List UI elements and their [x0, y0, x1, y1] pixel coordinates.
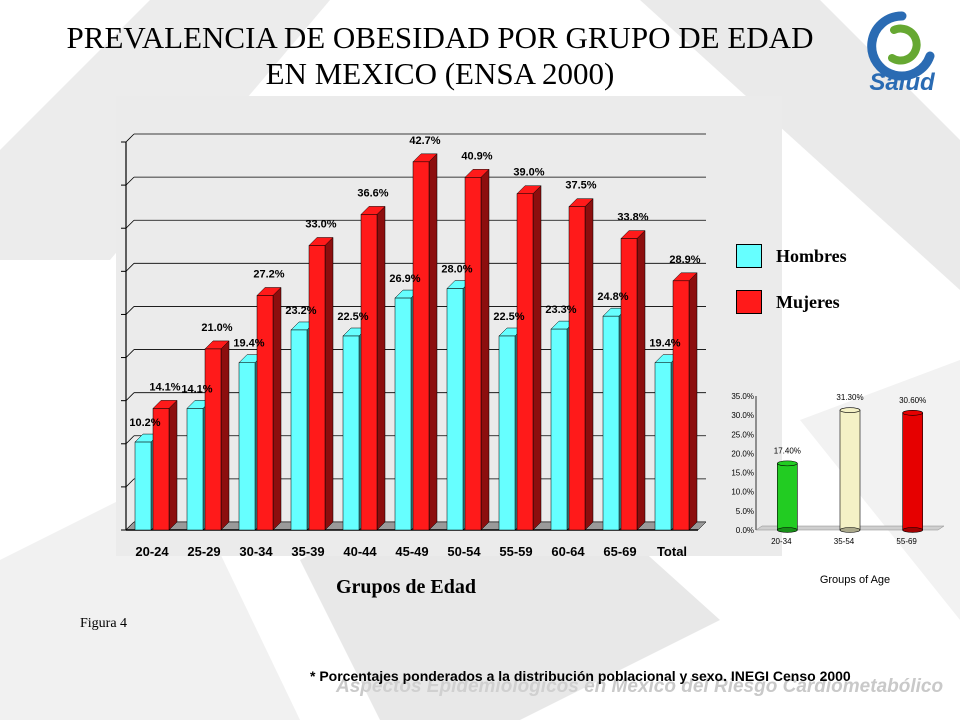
data-label-hombres-40-44: 22.5% — [337, 311, 368, 323]
inset-bar-chart: 0.0% 5.0% 10.0% 15.0% 20.0% 25.0% 30.0% 35.0% 17… — [731, 392, 945, 546]
bar-mujeres-55-59 — [516, 185, 542, 531]
data-label-mujeres-30-34: 27.2% — [253, 268, 284, 280]
inset-bar-55-69 — [902, 410, 923, 533]
data-label-hombres-45-49: 26.9% — [389, 273, 420, 285]
data-label-mujeres-60-64: 37.5% — [565, 180, 596, 192]
data-label-hombres-55-59: 22.5% — [493, 311, 524, 323]
title-line-1: PREVALENCIA DE OBESIDAD POR GRUPO DE EDA… — [66, 20, 814, 55]
legend-mujeres: Mujeres — [736, 290, 840, 314]
bar-mujeres-45-49 — [412, 153, 438, 531]
data-label-hombres-Total: 19.4% — [649, 338, 680, 350]
gridline-diagonal — [125, 349, 135, 358]
gridline-diagonal — [125, 306, 135, 315]
figure-label: Figura 4 — [80, 616, 128, 631]
page-title: PREVALENCIA DE OBESIDAD POR GRUPO DE EDA… — [40, 20, 840, 92]
bar-mujeres-30-34 — [256, 286, 282, 531]
x-tick-label-45-49: 45-49 — [395, 544, 428, 556]
legend-label-mujeres: Mujeres — [776, 291, 840, 312]
bar-mujeres-Total — [672, 272, 698, 531]
inset-bar-20-34 — [777, 460, 798, 533]
inset-data-label-55-69: 30.60% — [899, 396, 926, 405]
inset-y-tick-label: 0.0% — [736, 526, 754, 535]
inset-data-label-35-54: 31.30% — [836, 393, 863, 402]
x-tick-label-Total: Total — [657, 544, 687, 556]
data-label-mujeres-20-24: 14.1% — [149, 381, 180, 393]
data-label-mujeres-40-44: 36.6% — [357, 187, 388, 199]
x-tick-label-25-29: 25-29 — [187, 544, 220, 556]
data-label-hombres-35-39: 23.2% — [285, 305, 316, 317]
data-label-hombres-50-54: 28.0% — [441, 264, 472, 276]
title-line-2: EN MEXICO (ENSA 2000) — [265, 56, 615, 91]
gridline-diagonal — [125, 478, 135, 488]
data-label-mujeres-55-59: 39.0% — [513, 167, 544, 179]
bar-mujeres-60-64 — [568, 198, 594, 531]
logo-outer-arc — [867, 11, 935, 81]
logo-inner-arc — [888, 24, 921, 65]
data-label-mujeres-50-54: 40.9% — [461, 150, 492, 162]
x-tick-label-40-44: 40-44 — [343, 544, 377, 556]
data-label-hombres-30-34: 19.4% — [233, 338, 264, 350]
main-bar-chart: 0.00%5.0%10.0%15.0%20.0%25.0%30.0%35.0%4… — [121, 133, 707, 556]
gridline-diagonal — [125, 176, 135, 186]
inset-x-tick-label-20-34: 20-34 — [771, 537, 792, 546]
inset-y-tick-label: 10.0% — [731, 488, 754, 497]
bar-mujeres-65-69 — [620, 229, 646, 531]
gridline-diagonal — [125, 435, 135, 445]
x-tick-label-60-64: 60-64 — [551, 544, 585, 556]
gridline-diagonal — [125, 219, 135, 229]
inset-x-tick-label-35-54: 35-54 — [834, 537, 855, 546]
data-label-hombres-25-29: 14.1% — [181, 383, 212, 395]
x-axis-title: Grupos de Edad — [335, 576, 477, 598]
x-tick-label-30-34: 30-34 — [239, 544, 273, 556]
x-tick-label-35-39: 35-39 — [291, 544, 324, 556]
source-note: * Porcentajes ponderados a la distribuci… — [310, 668, 851, 684]
legend-swatch-mujeres — [736, 290, 762, 314]
logo-text: Salud — [869, 69, 936, 96]
inset-y-tick-label: 5.0% — [736, 507, 754, 516]
legend-swatch-hombres — [736, 244, 762, 268]
x-tick-label-55-59: 55-59 — [499, 544, 532, 556]
data-label-hombres-60-64: 23.3% — [545, 304, 576, 316]
legend-hombres: Hombres — [736, 244, 847, 268]
inset-y-tick-label: 30.0% — [731, 411, 754, 420]
gridline-diagonal — [125, 392, 135, 401]
data-label-mujeres-65-69: 33.8% — [617, 212, 648, 224]
bar-mujeres-50-54 — [464, 168, 490, 531]
gridline-diagonal — [125, 133, 135, 143]
inset-y-tick-label: 20.0% — [731, 449, 754, 458]
salud-logo: Salud — [867, 11, 936, 96]
inset-y-tick-label: 25.0% — [731, 430, 754, 439]
bar-mujeres-20-24 — [152, 399, 178, 531]
inset-x-axis-title: Groups of Age — [819, 574, 891, 586]
main-chart-panel: 0.00%5.0%10.0%15.0%20.0%25.0%30.0%35.0%4… — [116, 96, 782, 556]
inset-y-tick-label: 15.0% — [731, 469, 754, 478]
legend-label-hombres: Hombres — [776, 245, 847, 266]
bar-mujeres-25-29 — [204, 340, 230, 531]
inset-bar-35-54 — [839, 407, 861, 533]
data-label-hombres-65-69: 24.8% — [597, 291, 628, 303]
bar-mujeres-35-39 — [308, 236, 334, 531]
data-label-mujeres-45-49: 42.7% — [409, 135, 440, 147]
data-label-mujeres-Total: 28.9% — [669, 254, 700, 266]
inset-y-tick-label: 35.0% — [731, 392, 754, 401]
bar-mujeres-40-44 — [360, 205, 386, 531]
x-tick-label-50-54: 50-54 — [447, 544, 481, 556]
inset-x-tick-label-55-69: 55-69 — [896, 537, 917, 546]
data-label-hombres-20-24: 10.2% — [129, 417, 160, 429]
x-tick-label-20-24: 20-24 — [135, 544, 169, 556]
data-label-mujeres-25-29: 21.0% — [201, 322, 232, 334]
gridline-diagonal — [125, 263, 135, 272]
inset-data-label-20-34: 17.40% — [774, 446, 801, 455]
data-label-mujeres-35-39: 33.0% — [305, 218, 336, 230]
x-tick-label-65-69: 65-69 — [603, 544, 636, 556]
